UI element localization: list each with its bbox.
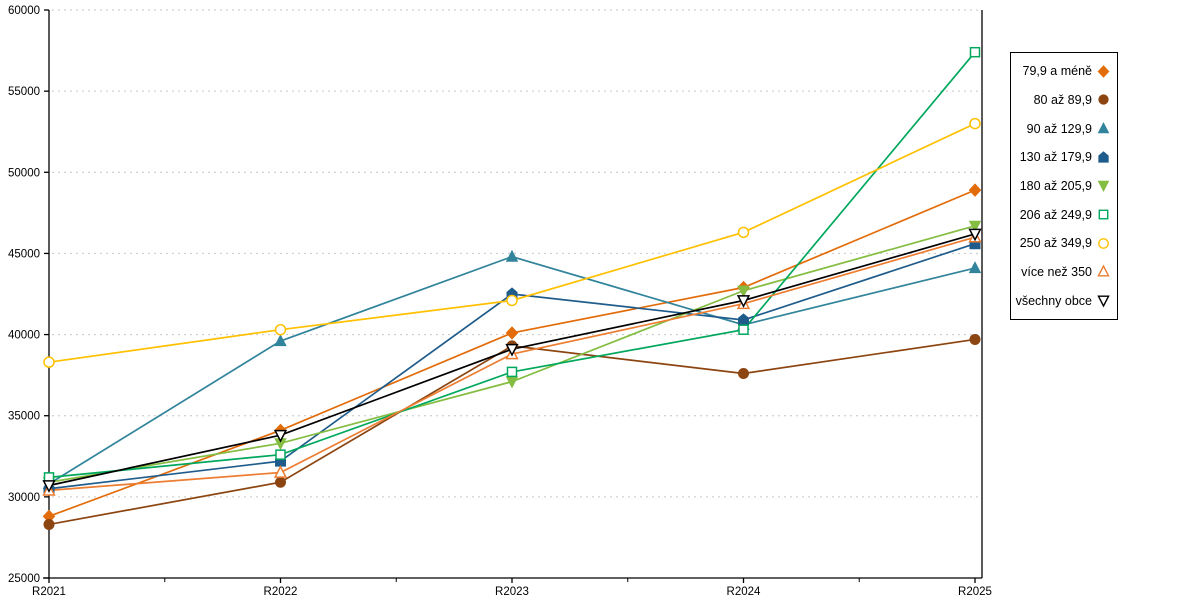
data-point-marker xyxy=(274,323,287,336)
triangle-down-marker-icon xyxy=(1097,181,1110,193)
legend-label: 130 až 179,9 xyxy=(1019,150,1092,165)
legend-label: více než 350 xyxy=(1021,264,1092,279)
y-axis-label: 40000 xyxy=(8,330,40,342)
series-line xyxy=(48,236,976,492)
legend-label: 80 až 89,9 xyxy=(1033,92,1092,107)
legend-label: všechny obce xyxy=(1015,293,1092,308)
legend-item: 90 až 129,9 xyxy=(1013,115,1111,143)
data-point-marker xyxy=(505,249,519,262)
data-point-marker xyxy=(43,356,55,368)
square-open-marker-icon xyxy=(1098,209,1109,220)
y-axis-label: 60000 xyxy=(8,5,40,17)
chart-legend: 79,9 a méně 80 až 89,9 90 až 129,9 130 a… xyxy=(1010,52,1118,320)
series-line xyxy=(48,242,976,490)
x-axis-label: R2021 xyxy=(32,586,66,598)
data-point-marker xyxy=(738,368,749,380)
pentagon-marker-icon xyxy=(1098,151,1109,163)
data-point-marker xyxy=(738,324,749,335)
data-point-marker xyxy=(1098,94,1109,106)
data-point-marker xyxy=(969,333,981,345)
data-point-marker xyxy=(42,480,56,493)
legend-label: 206 až 249,9 xyxy=(1019,207,1092,222)
data-point-marker xyxy=(1097,295,1110,308)
legend-label: 79,9 a méně xyxy=(1022,64,1093,79)
data-point-marker xyxy=(1098,209,1109,220)
data-point-marker xyxy=(273,465,288,478)
data-point-marker xyxy=(1097,65,1110,78)
y-axis-label: 30000 xyxy=(8,492,40,504)
x-axis-label: R2022 xyxy=(264,586,298,598)
data-point-marker xyxy=(737,226,750,239)
legend-item: 250 až 349,9 xyxy=(1013,229,1111,257)
triangle-up-open-marker-icon xyxy=(1097,264,1110,277)
data-point-marker xyxy=(738,313,749,326)
data-point-marker xyxy=(275,476,286,488)
data-point-marker xyxy=(505,343,519,357)
data-point-marker xyxy=(968,183,982,197)
legend-item: 79,9 a méně xyxy=(1013,57,1111,85)
triangle-up-marker-icon xyxy=(1097,122,1110,134)
legend-item: více než 350 xyxy=(1013,258,1111,286)
data-point-marker xyxy=(1097,181,1110,193)
data-point-marker xyxy=(1098,151,1109,163)
data-point-marker xyxy=(1098,237,1109,249)
data-point-marker xyxy=(274,334,287,347)
diamond-marker-icon xyxy=(1097,65,1110,78)
data-point-marker xyxy=(1097,122,1110,134)
x-axis-label: R2023 xyxy=(495,586,529,598)
y-axis-label: 45000 xyxy=(8,248,40,260)
y-axis-label: 35000 xyxy=(8,411,40,423)
data-point-marker xyxy=(275,449,286,460)
data-point-marker xyxy=(736,295,751,308)
y-axis-label: 50000 xyxy=(8,167,40,179)
circle-open-marker-icon xyxy=(1098,237,1109,249)
legend-label: 90 až 129,9 xyxy=(1026,121,1092,136)
data-point-marker xyxy=(273,429,288,443)
legend-item: 180 až 205,9 xyxy=(1013,172,1111,200)
legend-label: 250 až 349,9 xyxy=(1019,236,1092,251)
y-axis-label: 55000 xyxy=(8,86,40,98)
legend-label: 180 až 205,9 xyxy=(1019,178,1092,193)
data-point-marker xyxy=(1097,264,1110,277)
data-point-marker xyxy=(505,326,519,340)
data-point-marker xyxy=(43,518,55,530)
triangle-down-open-marker-icon xyxy=(1097,295,1110,308)
x-axis-label: R2024 xyxy=(727,586,761,598)
x-axis-label: R2025 xyxy=(958,586,992,598)
data-point-marker xyxy=(506,366,518,378)
legend-item: 130 až 179,9 xyxy=(1013,143,1111,171)
circle-marker-icon xyxy=(1098,94,1109,106)
legend-item: 80 až 89,9 xyxy=(1013,86,1111,114)
data-point-marker xyxy=(968,261,982,274)
y-axis-label: 25000 xyxy=(8,573,40,585)
legend-item: všechny obce xyxy=(1013,287,1111,315)
data-point-marker xyxy=(506,294,518,307)
legend-item: 206 až 249,9 xyxy=(1013,201,1111,229)
data-point-marker xyxy=(969,117,981,130)
data-point-marker xyxy=(968,228,982,242)
data-point-marker xyxy=(969,46,981,58)
data-point-marker xyxy=(737,285,750,298)
data-point-marker xyxy=(968,220,982,233)
